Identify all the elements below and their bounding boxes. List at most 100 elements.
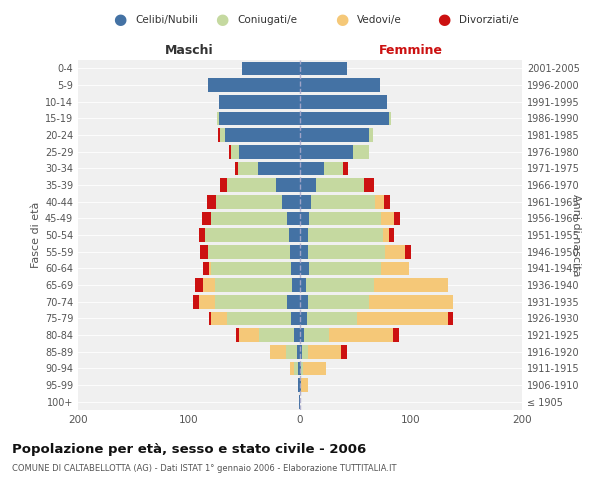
Text: ●: ● [113, 12, 127, 28]
Bar [300, 328, 304, 342]
Bar [199, 228, 205, 242]
Bar [227, 312, 291, 325]
Text: Femmine: Femmine [379, 44, 443, 57]
Bar [211, 212, 287, 225]
Bar [308, 228, 383, 242]
Bar [300, 195, 311, 208]
Bar [376, 195, 385, 208]
Bar [302, 345, 308, 358]
Bar [296, 345, 300, 358]
Bar [208, 78, 300, 92]
Y-axis label: Fasce di età: Fasce di età [31, 202, 41, 268]
Bar [227, 178, 275, 192]
Bar [219, 95, 300, 108]
Bar [448, 312, 453, 325]
Bar [218, 128, 220, 142]
Bar [394, 212, 400, 225]
Bar [369, 128, 373, 142]
Bar [220, 178, 227, 192]
Bar [341, 345, 347, 358]
Bar [299, 395, 300, 408]
Bar [203, 262, 209, 275]
Bar [389, 112, 391, 125]
Bar [202, 212, 211, 225]
Bar [393, 328, 399, 342]
Bar [406, 245, 411, 258]
Bar [199, 295, 215, 308]
Bar [300, 245, 308, 258]
Bar [325, 162, 343, 175]
Bar [311, 195, 376, 208]
Bar [300, 278, 305, 292]
Bar [205, 228, 289, 242]
Bar [235, 162, 238, 175]
Bar [304, 328, 329, 342]
Text: COMUNE DI CALTABELLOTTA (AG) - Dati ISTAT 1° gennaio 2006 - Elaborazione TUTTITA: COMUNE DI CALTABELLOTTA (AG) - Dati ISTA… [12, 464, 397, 473]
Bar [290, 245, 300, 258]
Bar [300, 362, 301, 375]
Bar [224, 128, 300, 142]
Bar [242, 62, 300, 75]
Bar [369, 295, 453, 308]
Bar [236, 328, 239, 342]
Bar [220, 128, 224, 142]
Text: ●: ● [335, 12, 349, 28]
Bar [219, 112, 300, 125]
Text: Maschi: Maschi [164, 44, 214, 57]
Bar [316, 178, 364, 192]
Bar [309, 262, 381, 275]
Bar [287, 295, 300, 308]
Bar [215, 295, 287, 308]
Bar [353, 145, 369, 158]
Bar [300, 378, 301, 392]
Bar [298, 378, 300, 392]
Bar [300, 262, 309, 275]
Bar [292, 278, 300, 292]
Bar [211, 312, 227, 325]
Bar [300, 128, 369, 142]
Bar [286, 345, 296, 358]
Bar [385, 245, 406, 258]
Text: Popolazione per età, sesso e stato civile - 2006: Popolazione per età, sesso e stato civil… [12, 442, 366, 456]
Bar [209, 312, 211, 325]
Bar [389, 228, 394, 242]
Bar [343, 162, 348, 175]
Bar [295, 362, 298, 375]
Bar [239, 145, 300, 158]
Bar [383, 228, 389, 242]
Text: ●: ● [437, 12, 451, 28]
Bar [300, 228, 308, 242]
Text: ●: ● [215, 12, 229, 28]
Bar [307, 312, 356, 325]
Bar [275, 178, 300, 192]
Bar [295, 328, 300, 342]
Bar [300, 295, 308, 308]
Bar [290, 362, 295, 375]
Bar [211, 262, 291, 275]
Bar [374, 278, 448, 292]
Bar [300, 112, 389, 125]
Text: Anni di nascita: Anni di nascita [571, 194, 581, 276]
Bar [238, 162, 258, 175]
Bar [200, 245, 208, 258]
Bar [193, 295, 199, 308]
Bar [203, 278, 215, 292]
Bar [300, 145, 353, 158]
Bar [301, 362, 304, 375]
Bar [217, 112, 219, 125]
Bar [308, 345, 341, 358]
Bar [385, 195, 390, 208]
Bar [364, 178, 374, 192]
Bar [356, 312, 448, 325]
Bar [329, 328, 393, 342]
Bar [381, 212, 394, 225]
Bar [282, 195, 300, 208]
Bar [308, 245, 385, 258]
Text: Divorziati/e: Divorziati/e [459, 15, 519, 25]
Bar [305, 278, 374, 292]
Text: Celibi/Nubili: Celibi/Nubili [135, 15, 198, 25]
Bar [231, 145, 239, 158]
Bar [291, 312, 300, 325]
Bar [300, 312, 307, 325]
Bar [259, 328, 295, 342]
